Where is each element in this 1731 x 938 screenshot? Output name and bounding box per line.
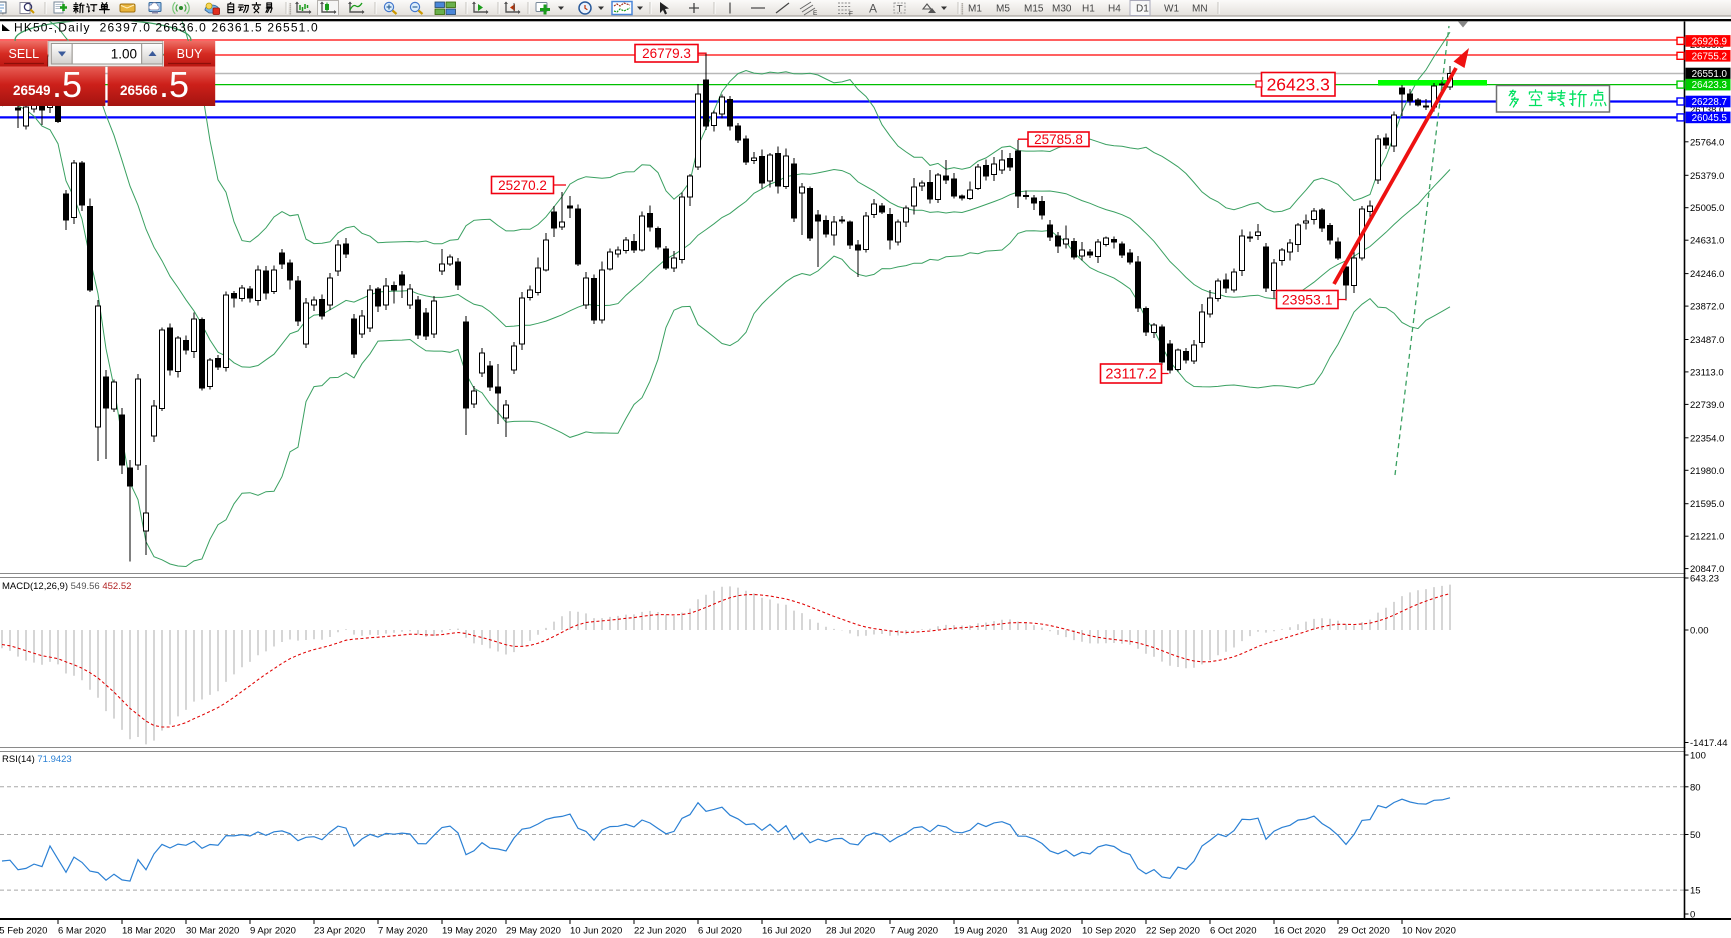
svg-text:643.23: 643.23 <box>1690 574 1719 585</box>
svg-text:100: 100 <box>1690 751 1706 762</box>
svg-text:10 Jun 2020: 10 Jun 2020 <box>570 926 622 937</box>
svg-text:MACD(12,26,9) 549.56 452.52: MACD(12,26,9) 549.56 452.52 <box>2 581 131 592</box>
svg-text:26045.5: 26045.5 <box>1692 113 1728 124</box>
svg-text:50: 50 <box>1690 830 1701 841</box>
svg-text:25005.0: 25005.0 <box>1690 203 1724 214</box>
svg-text:26549: 26549 <box>13 83 51 98</box>
svg-text:26138.0: 26138.0 <box>1690 105 1724 116</box>
svg-text:A: A <box>869 2 877 16</box>
svg-text:26423.3: 26423.3 <box>1692 80 1728 91</box>
svg-text:D1: D1 <box>1136 4 1149 15</box>
svg-text:23487.0: 23487.0 <box>1690 335 1724 346</box>
svg-text:26779.3: 26779.3 <box>642 46 691 61</box>
svg-text:22 Jun 2020: 22 Jun 2020 <box>634 926 686 937</box>
svg-text:BUY: BUY <box>177 47 203 61</box>
svg-text:31 Aug 2020: 31 Aug 2020 <box>1018 926 1071 937</box>
svg-text:22739.0: 22739.0 <box>1690 400 1724 411</box>
svg-text:MN: MN <box>1192 4 1208 15</box>
svg-text:29 Oct 2020: 29 Oct 2020 <box>1338 926 1390 937</box>
svg-text:9 Apr 2020: 9 Apr 2020 <box>250 926 296 937</box>
svg-text:23872.0: 23872.0 <box>1690 302 1724 313</box>
svg-text:1.00: 1.00 <box>111 47 137 62</box>
svg-text:H4: H4 <box>1108 4 1121 15</box>
svg-text:23 Apr 2020: 23 Apr 2020 <box>314 926 365 937</box>
svg-text:6 Mar 2020: 6 Mar 2020 <box>58 926 106 937</box>
svg-text:26423.3: 26423.3 <box>1267 75 1330 95</box>
svg-text:10 Sep 2020: 10 Sep 2020 <box>1082 926 1136 937</box>
svg-text:RSI(14) 71.9423: RSI(14) 71.9423 <box>2 754 72 765</box>
svg-text:15: 15 <box>1690 886 1701 897</box>
svg-text:7 May 2020: 7 May 2020 <box>378 926 428 937</box>
svg-text:T: T <box>897 4 903 15</box>
svg-text:.5: .5 <box>159 64 189 105</box>
svg-text:10 Nov 2020: 10 Nov 2020 <box>1402 926 1456 937</box>
svg-text:25 Feb 2020: 25 Feb 2020 <box>0 926 47 937</box>
svg-text:21980.0: 21980.0 <box>1690 466 1724 477</box>
svg-text:.5: .5 <box>52 64 82 105</box>
svg-text:20847.0: 20847.0 <box>1690 564 1724 575</box>
svg-text:28 Jul 2020: 28 Jul 2020 <box>826 926 875 937</box>
svg-text:19 May 2020: 19 May 2020 <box>442 926 497 937</box>
svg-text:25379.0: 25379.0 <box>1690 171 1724 182</box>
svg-text:21221.0: 21221.0 <box>1690 532 1724 543</box>
svg-text:6 Jul 2020: 6 Jul 2020 <box>698 926 742 937</box>
svg-text:H1: H1 <box>1082 4 1095 15</box>
svg-text:0: 0 <box>1690 910 1695 921</box>
svg-text:26228.7: 26228.7 <box>1692 97 1727 108</box>
svg-text:16 Oct 2020: 16 Oct 2020 <box>1274 926 1326 937</box>
svg-text:26926.9: 26926.9 <box>1692 37 1727 48</box>
svg-text:29 May 2020: 29 May 2020 <box>506 926 561 937</box>
svg-text:26755.2: 26755.2 <box>1692 51 1727 62</box>
svg-text:-1417.44: -1417.44 <box>1690 738 1728 749</box>
svg-text:6 Oct 2020: 6 Oct 2020 <box>1210 926 1256 937</box>
svg-text:19 Aug 2020: 19 Aug 2020 <box>954 926 1007 937</box>
svg-text:25764.0: 25764.0 <box>1690 137 1724 148</box>
svg-text:80: 80 <box>1690 782 1701 793</box>
svg-text:M15: M15 <box>1024 4 1044 15</box>
svg-text:23113.0: 23113.0 <box>1690 367 1724 378</box>
svg-text:22354.0: 22354.0 <box>1690 433 1724 444</box>
svg-text:F: F <box>849 11 853 18</box>
svg-text:7 Aug 2020: 7 Aug 2020 <box>890 926 938 937</box>
svg-text:24631.0: 24631.0 <box>1690 236 1724 247</box>
svg-text:18 Mar 2020: 18 Mar 2020 <box>122 926 175 937</box>
svg-text:25270.2: 25270.2 <box>498 178 547 193</box>
svg-text:26551.0: 26551.0 <box>1692 69 1728 80</box>
svg-text:SELL: SELL <box>9 47 40 61</box>
svg-text:30 Mar 2020: 30 Mar 2020 <box>186 926 239 937</box>
svg-text:16 Jul 2020: 16 Jul 2020 <box>762 926 811 937</box>
svg-text:M5: M5 <box>996 4 1010 15</box>
svg-text:HK50-,Daily 26397.0 26636.0 2: HK50-,Daily 26397.0 26636.0 26361.5 2655… <box>14 21 319 35</box>
svg-text:M1: M1 <box>968 4 982 15</box>
svg-text:M30: M30 <box>1052 4 1072 15</box>
svg-text:22 Sep 2020: 22 Sep 2020 <box>1146 926 1200 937</box>
svg-text:24246.0: 24246.0 <box>1690 269 1724 280</box>
svg-text:0.00: 0.00 <box>1690 626 1709 637</box>
svg-text:23117.2: 23117.2 <box>1105 367 1156 383</box>
svg-text:25785.8: 25785.8 <box>1034 132 1083 147</box>
svg-text:23953.1: 23953.1 <box>1282 292 1333 308</box>
svg-text:E: E <box>813 10 818 17</box>
svg-text:21595.0: 21595.0 <box>1690 499 1724 510</box>
svg-text:26566: 26566 <box>120 83 158 98</box>
svg-text:W1: W1 <box>1164 4 1179 15</box>
